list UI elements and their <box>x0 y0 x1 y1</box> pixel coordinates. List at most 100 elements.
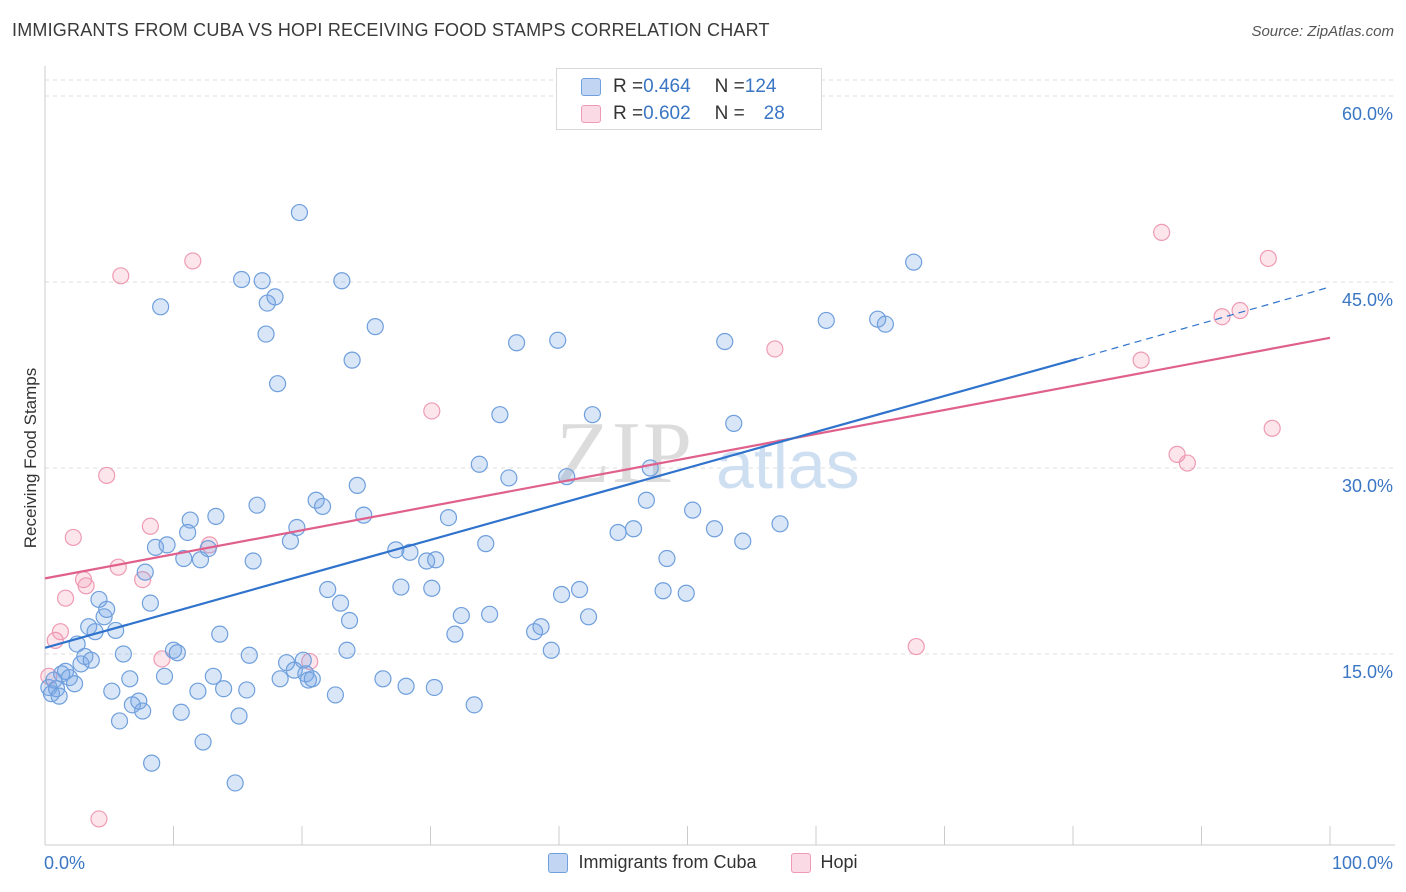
cuba-point <box>500 469 518 487</box>
gridlines <box>45 79 1395 655</box>
cuba-point <box>401 543 419 561</box>
cuba-point <box>905 253 923 271</box>
cuba-point <box>121 670 139 688</box>
y-tick-label: 45.0% <box>1342 290 1393 310</box>
series-legend: Immigrants from Cuba Hopi <box>0 852 1406 873</box>
legend-label: Hopi <box>820 852 858 872</box>
cuba-point <box>397 677 415 695</box>
cuba-point <box>392 578 410 596</box>
watermark-zip: ZIP <box>556 405 694 502</box>
cuba-point <box>130 692 148 710</box>
legend-label: Immigrants from Cuba <box>578 852 757 872</box>
cuba-point <box>326 686 345 704</box>
cuba-point <box>50 687 68 705</box>
hopi-point <box>90 810 108 828</box>
legend-item-cuba[interactable]: Immigrants from Cuba <box>548 852 757 873</box>
cuba-point <box>549 331 567 349</box>
legend-row-cuba: R = 0.464 N = 124 <box>581 74 776 100</box>
y-tick-label: 60.0% <box>1342 104 1393 124</box>
tick-labels: 15.0% 30.0% 45.0% 60.0% 0.0% 100.0% <box>44 104 1393 873</box>
hopi-point <box>1263 419 1281 437</box>
cuba-point <box>189 682 207 700</box>
cuba-point <box>271 670 289 688</box>
cuba-point <box>204 667 222 685</box>
cuba-point <box>331 594 350 612</box>
cuba-point <box>425 678 443 697</box>
cuba-point <box>725 414 743 432</box>
cuba-point <box>542 641 560 659</box>
hopi-swatch <box>581 105 601 123</box>
hopi-legend-swatch <box>790 852 811 873</box>
cuba-point <box>319 580 337 599</box>
cuba-point <box>257 325 275 343</box>
cuba-point <box>233 270 251 289</box>
cuba-point <box>579 608 598 626</box>
stats-legend: R = 0.464 N = 124 R = 0.602 N = 28 <box>556 68 822 130</box>
hopi-point <box>1132 351 1150 369</box>
n-value: 124 <box>744 76 777 97</box>
cuba-point <box>152 298 170 316</box>
trend-lines <box>44 286 1331 649</box>
cuba-point <box>244 552 262 570</box>
r-value: 0.602 <box>643 103 691 124</box>
cuba-point <box>507 334 526 352</box>
r-label: R = <box>613 76 644 97</box>
cuba-point <box>82 651 100 669</box>
cuba-point <box>609 523 627 542</box>
cuba-point <box>303 670 321 688</box>
cuba-point <box>705 520 724 538</box>
x-tick-label: 100.0% <box>1332 853 1393 873</box>
cuba-point <box>348 476 366 494</box>
hopi-point <box>98 466 116 485</box>
legend-row-hopi: R = 0.602 N = 28 <box>581 101 785 127</box>
cuba-point <box>294 651 312 669</box>
cuba-point <box>552 585 571 604</box>
cuba-point <box>374 670 392 688</box>
legend-item-hopi[interactable]: Hopi <box>790 852 858 873</box>
cuba-point <box>181 511 199 529</box>
cuba-point <box>175 549 193 568</box>
cuba-point <box>684 501 702 519</box>
cuba-point <box>481 605 499 623</box>
cuba-point <box>465 696 483 714</box>
hopi-point <box>1231 301 1249 320</box>
cuba-point <box>307 491 325 509</box>
cuba-point <box>143 754 161 772</box>
cuba-point <box>423 579 441 597</box>
cuba-point <box>876 315 894 333</box>
cuba-point <box>313 497 332 516</box>
cuba-point <box>477 535 495 553</box>
y-axis-label: Receiving Food Stamps <box>21 368 40 548</box>
cuba-point <box>583 406 602 424</box>
cuba-legend-swatch <box>548 852 569 873</box>
cuba-trend-line <box>44 357 1078 649</box>
cuba-point <box>343 351 361 369</box>
cuba-point <box>333 272 351 290</box>
cuba-point <box>253 272 271 290</box>
hopi-point <box>112 267 130 285</box>
hopi-points <box>40 223 1281 828</box>
cuba-point <box>290 203 309 222</box>
y-tick-label: 15.0% <box>1342 662 1393 682</box>
cuba-point <box>366 318 384 336</box>
axes <box>44 66 1395 846</box>
cuba-point <box>134 702 152 720</box>
cuba-point <box>110 712 129 730</box>
hopi-point <box>153 650 171 668</box>
r-label: R = <box>613 103 644 124</box>
hopi-trend-line <box>44 336 1331 580</box>
cuba-point <box>570 580 589 599</box>
hopi-point <box>907 637 925 656</box>
cuba-point <box>817 311 835 330</box>
cuba-point <box>338 641 356 659</box>
cuba-point <box>248 496 266 514</box>
hopi-point <box>109 558 127 576</box>
hopi-point <box>184 252 202 270</box>
cuba-point <box>418 552 436 570</box>
cuba-point <box>226 774 244 792</box>
cuba-point <box>734 532 752 550</box>
cuba-point <box>230 707 248 725</box>
cuba-point <box>215 680 233 698</box>
hopi-point <box>423 402 441 420</box>
